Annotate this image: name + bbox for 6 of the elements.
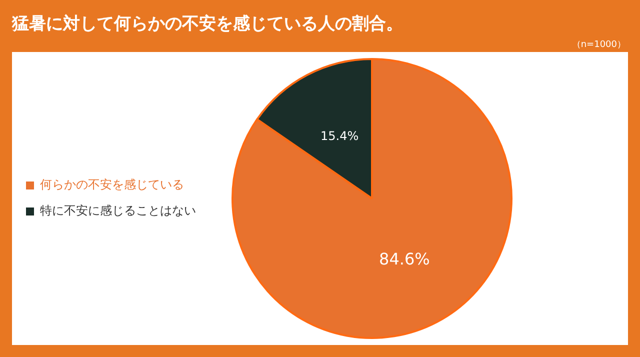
chart-title: 猛暑に対して何らかの不安を感じている人の割合。: [12, 13, 403, 35]
legend-label: 特に不安に感じることはない: [40, 204, 196, 218]
legend-label: 何らかの不安を感じている: [40, 178, 184, 192]
data-label: 15.4%: [320, 128, 359, 143]
text: （n=1000）: [572, 39, 626, 51]
data-label: 84.6%: [379, 249, 430, 268]
